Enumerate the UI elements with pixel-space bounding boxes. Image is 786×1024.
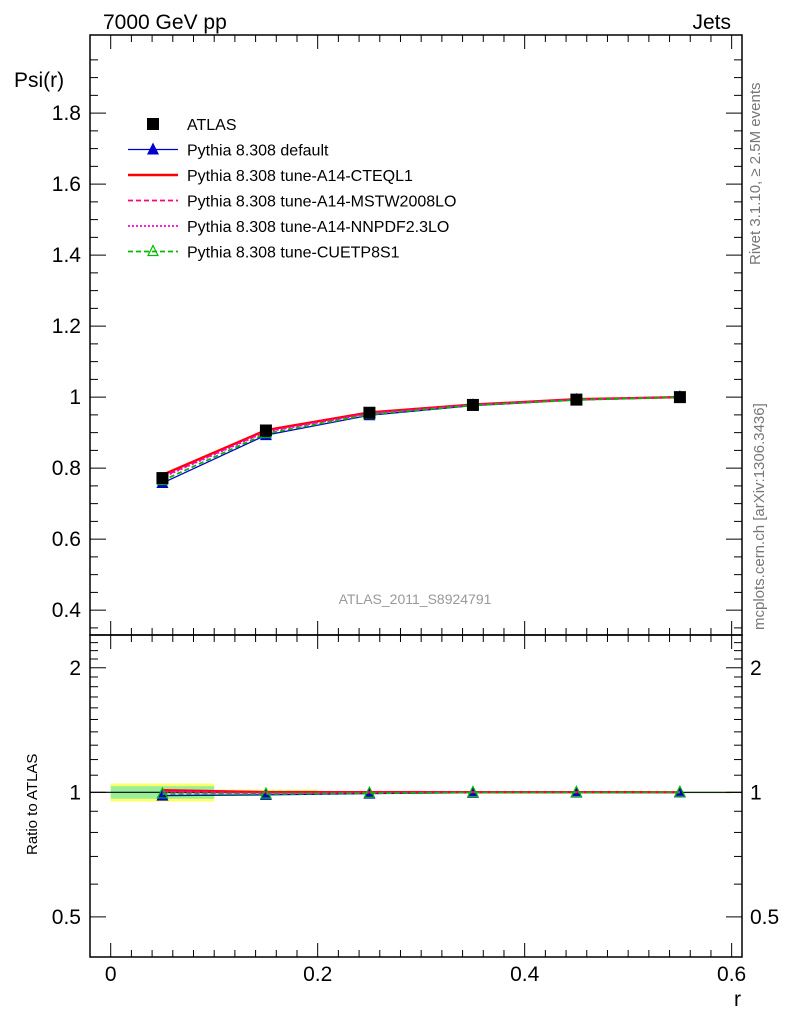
ratio-frame xyxy=(89,634,743,958)
legend-label-nnpdf: Pythia 8.308 tune-A14-NNPDF2.3LO xyxy=(187,219,449,236)
y-tick-label: 1.6 xyxy=(52,173,81,196)
y-tick-label: 0.6 xyxy=(52,528,81,551)
legend-label-cuetp8s1: Pythia 8.308 tune-CUETP8S1 xyxy=(187,245,400,262)
legend-marker-data xyxy=(147,118,159,130)
ratio-y-tick-label-right: 0.5 xyxy=(750,906,779,929)
legend-label-data: ATLAS xyxy=(187,117,237,134)
data-point-data xyxy=(673,391,686,404)
ratio-y-tick-label: 1 xyxy=(69,781,81,804)
data-point-data xyxy=(363,406,376,419)
data-point-data xyxy=(466,398,479,411)
series-line-cuetp8s1 xyxy=(162,396,680,482)
x-tick-label: 0 xyxy=(105,963,117,986)
ratio-y-axis-title: Ratio to ATLAS xyxy=(24,754,41,855)
process-label: Jets xyxy=(692,11,731,34)
x-tick-label: 0.2 xyxy=(303,963,332,986)
mcplots-label: mcplots.cern.ch [arXiv:1306.3436] xyxy=(751,403,768,630)
ratio-y-tick-label-right: 1 xyxy=(750,781,762,804)
ratio-y-tick-label: 2 xyxy=(69,657,81,680)
ratio-y-tick-label-right: 2 xyxy=(750,657,762,680)
ratio-panel: 0 0.2 0.4 0.6 0.5 0.5 1 1 2 2 xyxy=(52,634,779,986)
data-point-data xyxy=(259,424,272,437)
ratio-point-cuetp8s1 xyxy=(259,786,272,799)
ratio-line-cuetp8s1 xyxy=(162,791,680,796)
ratio-point-default xyxy=(259,787,272,800)
y-tick-label: 1 xyxy=(69,386,81,409)
ratio-point-cuetp8s1 xyxy=(466,785,479,798)
ratio-point-cuetp8s1 xyxy=(363,785,376,798)
main-y-axis-title: Psi(r) xyxy=(14,69,64,92)
ratio-point-cuetp8s1 xyxy=(570,785,583,798)
main-panel: 0.4 0.6 0.8 1 1.2 1.4 1.6 1.8 xyxy=(52,34,743,636)
legend-marker-cuetp8s1 xyxy=(147,244,159,257)
data-point-data xyxy=(570,393,583,406)
legend-label-default: Pythia 8.308 default xyxy=(187,143,329,160)
y-tick-label: 1.2 xyxy=(52,315,81,338)
series-line-cteql1 xyxy=(161,395,680,476)
x-tick-label: 0.4 xyxy=(510,963,540,986)
y-tick-label: 0.8 xyxy=(52,457,81,480)
legend: ATLAS Pythia 8.308 default Pythia 8.308 tu… xyxy=(128,117,456,262)
legend-marker-default xyxy=(147,142,159,155)
ratio-point-cuetp8s1 xyxy=(673,784,686,797)
legend-label-mstw: Pythia 8.308 tune-A14-MSTW2008LO xyxy=(187,194,456,211)
analysis-label: ATLAS_2011_S8924791 xyxy=(339,591,492,607)
y-tick-label: 1.4 xyxy=(52,244,82,267)
legend-label-cteql1: Pythia 8.308 tune-A14-CTEQL1 xyxy=(187,168,413,185)
y-tick-label: 0.4 xyxy=(52,599,82,622)
data-point-data xyxy=(156,472,169,485)
rivet-label: Rivet 3.1.10, ≥ 2.5M events xyxy=(747,83,764,266)
energy-label: 7000 GeV pp xyxy=(103,11,227,34)
ratio-point-cuetp8s1 xyxy=(156,786,169,799)
y-tick-label: 1.8 xyxy=(52,102,81,125)
x-tick-label: 0.6 xyxy=(717,963,746,986)
x-axis-title: r xyxy=(734,988,741,1011)
ratio-y-tick-label: 0.5 xyxy=(52,906,81,929)
